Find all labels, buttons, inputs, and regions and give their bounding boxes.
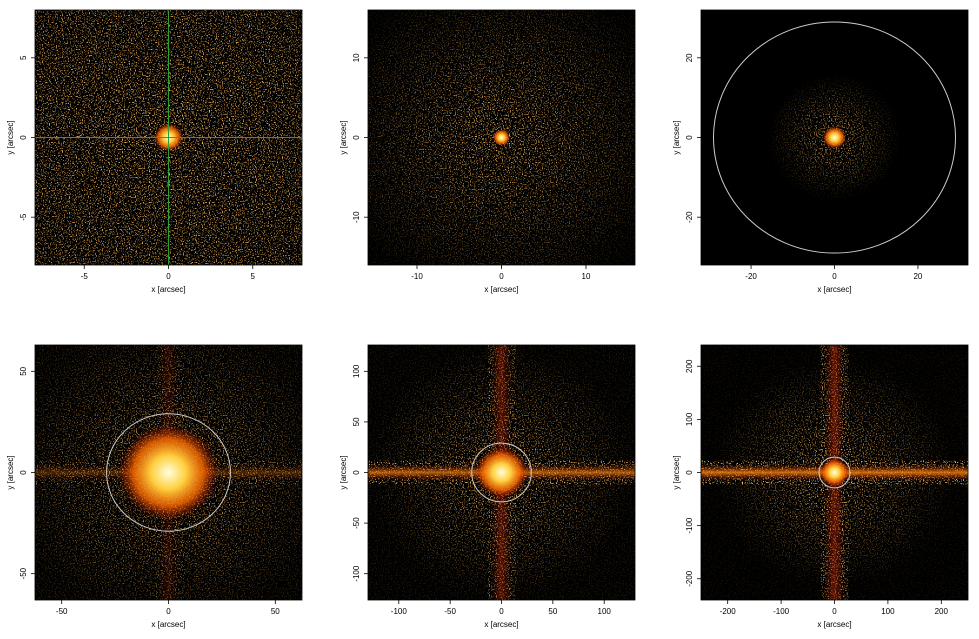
x-axis-label: x [arcsec] <box>817 285 851 294</box>
y-tick-label: 50 <box>352 417 361 426</box>
image <box>368 345 635 600</box>
x-tick-label: 0 <box>166 272 171 281</box>
x-axis-label: x [arcsec] <box>484 285 518 294</box>
image <box>701 345 968 600</box>
x-tick-label: 0 <box>832 607 837 616</box>
x-tick-label: 5 <box>251 272 256 281</box>
x-axis-label: x [arcsec] <box>484 620 518 629</box>
x-tick-label: 200 <box>935 607 949 616</box>
panel: -20 0 20 -20 0 20 x [arcsec] y [arcsec] <box>672 9 969 294</box>
source-core <box>492 129 511 146</box>
x-tick-label: -100 <box>391 607 408 616</box>
y-tick-label: 0 <box>19 470 28 475</box>
x-tick-label: 100 <box>598 607 612 616</box>
y-axis-label: y [arcsec] <box>672 455 681 489</box>
y-axis-label: y [arcsec] <box>6 120 15 154</box>
x-tick-label: -5 <box>81 272 89 281</box>
y-tick-label: 0 <box>685 135 694 140</box>
image <box>701 10 968 265</box>
panel: -50 0 50 -50 0 50 x [arcsec] y [arcsec] <box>6 344 303 629</box>
y-tick-label: 200 <box>685 359 694 373</box>
x-tick-label: 50 <box>548 607 557 616</box>
x-tick-label: -50 <box>56 607 68 616</box>
y-tick-label: 50 <box>19 366 28 375</box>
y-tick-label: -20 <box>685 211 694 223</box>
x-tick-label: -20 <box>745 272 757 281</box>
image <box>35 10 302 265</box>
x-tick-label: 100 <box>881 607 895 616</box>
x-tick-label: -10 <box>411 272 423 281</box>
y-axis-label: y [arcsec] <box>339 455 348 489</box>
y-tick-label: -10 <box>352 211 361 223</box>
y-tick-label: -100 <box>352 565 361 582</box>
y-tick-label: 100 <box>685 412 694 426</box>
y-axis-label: y [arcsec] <box>339 120 348 154</box>
panel: -10 0 10 -10 0 10 x [arcsec] y [arcsec] <box>339 9 636 294</box>
y-tick-label: -100 <box>685 517 694 534</box>
x-tick-label: -50 <box>444 607 456 616</box>
y-tick-label: 0 <box>19 135 28 140</box>
x-tick-label: 20 <box>913 272 922 281</box>
panel: -200 -100 0 100 200 -200 -100 0 100 200 x [arcsec]… <box>672 344 969 629</box>
x-tick-label: 0 <box>499 272 504 281</box>
x-tick-label: 0 <box>166 607 171 616</box>
y-axis-label: y [arcsec] <box>6 455 15 489</box>
source-core <box>118 424 219 521</box>
extraction-circle <box>818 456 851 489</box>
y-tick-label: 100 <box>352 364 361 378</box>
y-tick-label: 0 <box>352 135 361 140</box>
x-axis-label: x [arcsec] <box>151 285 185 294</box>
x-tick-label: 10 <box>582 272 591 281</box>
x-axis-label: x [arcsec] <box>817 620 851 629</box>
x-tick-label: -100 <box>773 607 790 616</box>
y-tick-label: 0 <box>352 470 361 475</box>
source-core <box>822 126 847 149</box>
y-tick-label: -5 <box>19 213 28 221</box>
extraction-circle <box>106 413 231 532</box>
y-axis-label: y [arcsec] <box>672 120 681 154</box>
y-tick-label: 0 <box>685 470 694 475</box>
y-tick-label: -200 <box>685 570 694 587</box>
x-tick-label: -200 <box>720 607 737 616</box>
source-core <box>819 458 850 487</box>
y-tick-label: 20 <box>685 53 694 62</box>
extraction-circle <box>471 442 532 503</box>
y-tick-label: -50 <box>19 567 28 579</box>
extraction-circle <box>713 21 956 254</box>
panel: -5 0 5 -5 0 5 x [arcsec] y [arcsec] <box>6 9 303 294</box>
source-core <box>475 447 528 498</box>
x-tick-label: 0 <box>499 607 504 616</box>
image <box>35 345 302 600</box>
panel: -100 -50 0 50 100 -100 -50 0 50 100 x [arcsec] y [a… <box>339 344 636 629</box>
x-tick-label: 50 <box>271 607 280 616</box>
image <box>368 10 635 265</box>
y-tick-label: -50 <box>352 517 361 529</box>
y-tick-label: 5 <box>19 55 28 60</box>
y-tick-label: 10 <box>352 53 361 62</box>
x-axis-label: x [arcsec] <box>151 620 185 629</box>
x-tick-label: 0 <box>832 272 837 281</box>
